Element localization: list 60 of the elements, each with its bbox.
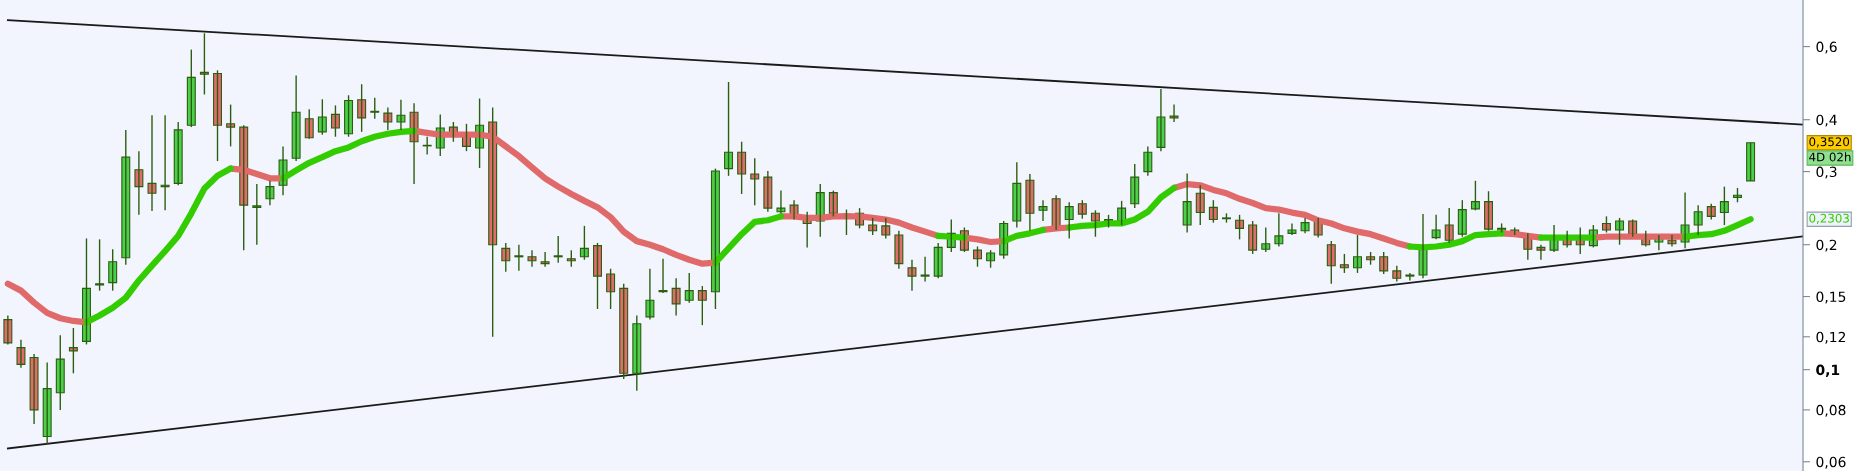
candlestick [1261, 226, 1271, 253]
candlestick [1484, 190, 1494, 232]
candlestick [1457, 199, 1467, 238]
candlestick [684, 272, 694, 304]
text: 0,2303 [1809, 213, 1849, 224]
candlestick [920, 256, 930, 283]
candlestick [606, 268, 616, 310]
candlestick [1130, 163, 1140, 209]
candlestick [1444, 207, 1454, 244]
candlestick [357, 83, 367, 133]
candlestick [1090, 209, 1100, 238]
candlestick [697, 285, 707, 326]
candlestick [1615, 217, 1625, 246]
candlestick [370, 96, 380, 120]
candlestick [1287, 222, 1297, 236]
candlestick [1353, 234, 1362, 274]
candlestick [1405, 272, 1415, 282]
candlestick [304, 108, 314, 140]
y-tick-label: 0,1 [1816, 364, 1840, 377]
candlestick [1536, 243, 1546, 261]
candlestick [147, 114, 157, 212]
y-tick-label: 0,3 [1816, 166, 1837, 179]
candlestick [737, 141, 747, 195]
candlestick [252, 183, 262, 246]
candlestick [95, 238, 105, 292]
candlestick [173, 121, 183, 187]
y-tick-label: 0,12 [1816, 331, 1846, 344]
y-tick-label: 0,06 [1816, 456, 1846, 469]
candlestick [750, 157, 760, 206]
candlestick [1077, 199, 1087, 220]
y-tick-label: 0,2 [1816, 239, 1837, 252]
candlestick [317, 98, 327, 136]
candlestick [1719, 185, 1729, 226]
candlestick [29, 353, 39, 425]
candlestick [396, 98, 406, 131]
candlestick [55, 334, 65, 411]
candlestick [422, 136, 432, 156]
candlestick [907, 259, 917, 292]
candlestick [527, 249, 537, 268]
candlestick [330, 104, 340, 138]
text: 0,3520 [1809, 137, 1850, 148]
y-tick-label: 0,15 [1816, 291, 1846, 304]
y-tick-label: 0,4 [1816, 114, 1837, 127]
candlestick [199, 32, 209, 96]
candlestick [1248, 220, 1258, 255]
candlestick [213, 69, 222, 162]
y-tick-label: 0,08 [1816, 404, 1846, 417]
candlestick [553, 235, 563, 264]
candlestick [593, 242, 602, 310]
candlestick [16, 339, 26, 369]
candlestick [1746, 142, 1756, 182]
y-tick-label: 0,6 [1816, 41, 1837, 54]
candlestick [776, 189, 786, 215]
candlestick [1169, 103, 1179, 123]
candlestick [1156, 88, 1166, 152]
candlestick [1064, 201, 1074, 240]
text: 4D 02h [1809, 152, 1851, 162]
candlestick [226, 103, 236, 148]
candlestick [881, 217, 891, 240]
candlestick [1038, 199, 1048, 222]
